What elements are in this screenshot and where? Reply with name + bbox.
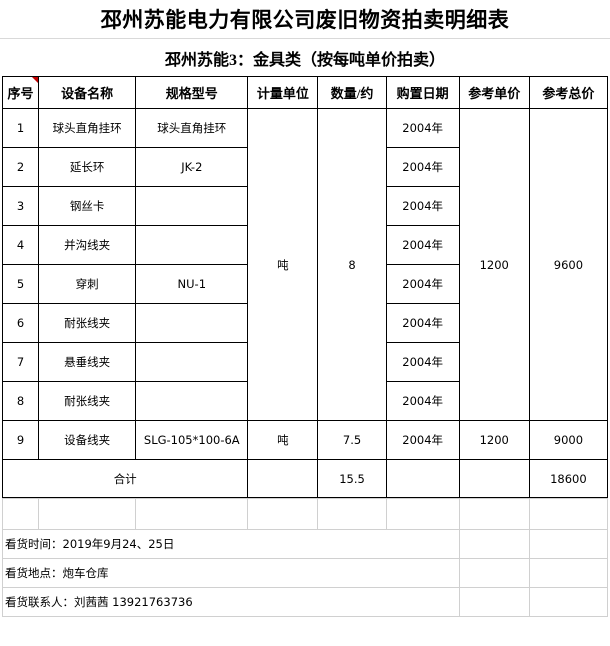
column-header-seq: 序号: [1, 76, 40, 109]
cell-model: [135, 342, 249, 382]
cell-equipment-name: 穿刺: [38, 264, 137, 304]
spacer-cell: [458, 558, 530, 588]
notes-spacer-row: [1, 498, 609, 530]
cell-equipment-name: 延长环: [38, 147, 137, 187]
spacer-cell: [528, 498, 609, 530]
table-row[interactable]: 4 并沟线夹 2004年: [1, 225, 608, 265]
cell-purchase-date: 2004年: [385, 342, 460, 382]
cell-equipment-name: 耐张线夹: [38, 381, 137, 421]
page-title: 邳州苏能电力有限公司废旧物资拍卖明细表: [100, 8, 510, 32]
note-viewing-place: 看货地点：炮车仓库: [2, 558, 460, 588]
table-total-row[interactable]: 合计 15.5 18600: [1, 459, 609, 498]
spacer-cell: [528, 587, 609, 617]
cell-seq: 8: [1, 381, 40, 421]
cell-equipment-name: 球头直角挂环: [38, 108, 137, 148]
cell-unit-price-merged: 1200: [458, 108, 530, 421]
cell-seq: 7: [1, 342, 40, 382]
cell-model: SLG-105*100-6A: [135, 420, 249, 460]
inventory-table: 序号 设备名称 规格型号 计量单位 数量/约 购置日期 参考单价 参考总价 1 …: [1, 76, 609, 498]
cell-equipment-name: 并沟线夹: [38, 225, 137, 265]
column-header-unit-price: 参考单价: [458, 76, 530, 109]
notes-table: 看货时间：2019年9月24、25日 看货地点：炮车仓库 看货联系人：刘茜茜 1…: [1, 498, 609, 617]
cell-equipment-name: 悬垂线夹: [38, 342, 137, 382]
spacer-cell: [135, 498, 249, 530]
cell-seq: 2: [1, 147, 40, 187]
table-row[interactable]: 7 悬垂线夹 2004年: [1, 342, 608, 382]
table-row[interactable]: 1 球头直角挂环 球头直角挂环 吨 8 2004年 1200 9600: [1, 108, 609, 421]
table-row[interactable]: 3 钢丝卡 2004年: [1, 186, 608, 226]
cell-purchase-date: 2004年: [385, 303, 460, 343]
cell-total-price-merged: 9600: [528, 108, 609, 421]
page-subtitle: 邳州苏能3：金具类（按每吨单价拍卖）: [164, 51, 445, 69]
document-title-row: 邳州苏能电力有限公司废旧物资拍卖明细表: [0, 0, 610, 39]
cell-model: 球头直角挂环: [135, 108, 249, 148]
cell-unit-price: 1200: [458, 420, 530, 460]
cell-purchase-date: 2004年: [385, 420, 460, 460]
cell-unit-merged: 吨: [247, 108, 319, 421]
cell-model: JK-2: [135, 147, 249, 187]
spacer-cell: [458, 529, 530, 559]
cell-equipment-name: 钢丝卡: [38, 186, 137, 226]
column-header-model: 规格型号: [135, 76, 249, 109]
cell-equipment-name: 设备线夹: [38, 420, 137, 460]
spacer-cell: [528, 558, 609, 588]
column-header-purchase-date: 购置日期: [385, 76, 460, 109]
note-row-viewing-time[interactable]: 看货时间：2019年9月24、25日: [2, 529, 609, 559]
document-subtitle-row: 邳州苏能3：金具类（按每吨单价拍卖）: [0, 39, 610, 76]
cell-purchase-date: 2004年: [385, 147, 460, 187]
spacer-cell: [38, 498, 137, 530]
cell-seq: 6: [1, 303, 40, 343]
column-header-total-price: 参考总价: [528, 76, 609, 109]
column-header-unit: 计量单位: [247, 76, 319, 109]
cell-model: [135, 303, 249, 343]
cell-total-unit-price: [458, 459, 530, 498]
cell-purchase-date: 2004年: [385, 186, 460, 226]
spacer-cell: [317, 498, 387, 530]
spacer-cell: [528, 529, 609, 559]
cell-seq: 4: [1, 225, 40, 265]
spacer-cell: [385, 498, 460, 530]
cell-unit: 吨: [247, 420, 319, 460]
spacer-cell: [247, 498, 319, 530]
cell-total-price: 9000: [528, 420, 609, 460]
cell-total-label: 合计: [1, 459, 249, 498]
cell-model: [135, 381, 249, 421]
cell-total-quantity: 15.5: [317, 459, 387, 498]
spacer-cell: [1, 498, 40, 530]
column-header-seq-label: 序号: [7, 86, 34, 101]
spacer-cell: [458, 498, 530, 530]
cell-model: [135, 186, 249, 226]
cell-equipment-name: 耐张线夹: [38, 303, 137, 343]
cell-model: NU-1: [135, 264, 249, 304]
spacer-cell: [458, 587, 530, 617]
cell-seq: 1: [1, 108, 40, 148]
comment-flag-icon: [32, 77, 38, 83]
column-header-equipment-name: 设备名称: [38, 76, 137, 109]
note-row-contact[interactable]: 看货联系人：刘茜茜 13921763736: [2, 587, 609, 617]
cell-model: [135, 225, 249, 265]
table-row[interactable]: 2 延长环 JK-2 2004年: [1, 147, 608, 187]
cell-quantity-merged: 8: [317, 108, 387, 421]
cell-total-unit: [247, 459, 319, 498]
cell-seq: 9: [1, 420, 40, 460]
cell-seq: 5: [1, 264, 40, 304]
cell-quantity: 7.5: [317, 420, 387, 460]
cell-purchase-date: 2004年: [385, 381, 460, 421]
note-row-viewing-place[interactable]: 看货地点：炮车仓库: [2, 558, 609, 588]
table-header-row: 序号 设备名称 规格型号 计量单位 数量/约 购置日期 参考单价 参考总价: [1, 76, 609, 109]
column-header-quantity: 数量/约: [317, 76, 387, 109]
cell-total-date: [385, 459, 460, 498]
note-viewing-time: 看货时间：2019年9月24、25日: [2, 529, 460, 559]
cell-purchase-date: 2004年: [385, 108, 460, 148]
note-contact: 看货联系人：刘茜茜 13921763736: [2, 587, 460, 617]
cell-purchase-date: 2004年: [385, 264, 460, 304]
cell-seq: 3: [1, 186, 40, 226]
table-row[interactable]: 9 设备线夹 SLG-105*100-6A 吨 7.5 2004年 1200 9…: [1, 420, 609, 460]
cell-total-price: 18600: [528, 459, 609, 498]
cell-purchase-date: 2004年: [385, 225, 460, 265]
